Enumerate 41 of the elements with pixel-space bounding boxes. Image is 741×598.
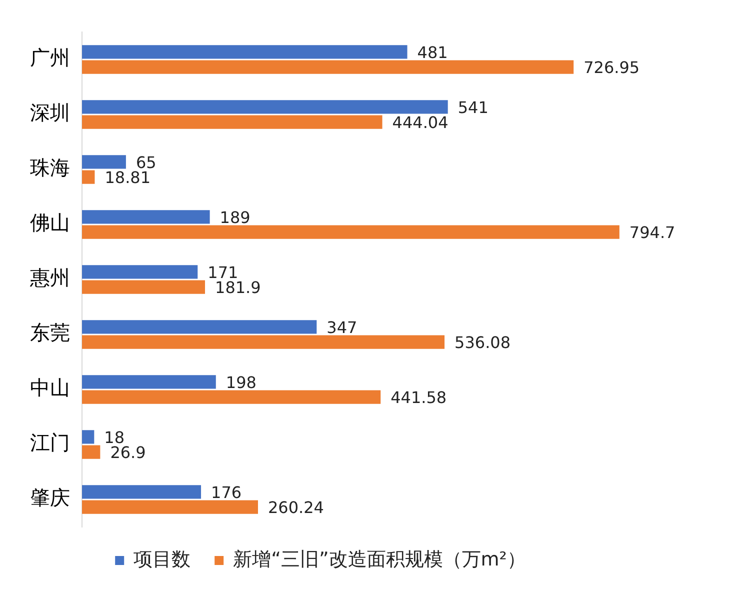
bar: [82, 445, 100, 459]
data-label: 189: [220, 208, 250, 228]
bar: [82, 280, 206, 294]
data-label: 260.24: [268, 498, 324, 518]
y-tick-label: 珠海: [30, 156, 70, 180]
data-label: 536.08: [454, 333, 511, 352]
bar: [82, 320, 317, 334]
bar: [82, 390, 381, 404]
bar: [82, 170, 95, 184]
bar: [82, 500, 258, 514]
data-label: 347: [326, 318, 358, 338]
bar: [82, 210, 210, 224]
y-tick-label: 江门: [30, 430, 70, 455]
bar: [82, 100, 448, 114]
bar: [82, 115, 382, 129]
y-tick-label: 东莞: [30, 320, 70, 345]
legend-label: 新增“三旧”改造面积规模（万m²）: [233, 548, 526, 570]
y-tick-label: 惠州: [29, 266, 70, 290]
y-tick-label: 深圳: [30, 100, 70, 125]
y-tick-label: 广州: [30, 46, 70, 70]
data-label: 726.95: [584, 58, 640, 78]
y-tick-label: 肇庆: [30, 486, 70, 510]
legend-label: 项目数: [134, 548, 191, 570]
bar: [82, 265, 198, 279]
data-label: 444.04: [392, 113, 448, 132]
y-tick-label: 中山: [30, 376, 70, 400]
bar: [82, 430, 94, 444]
data-label: 198: [226, 373, 256, 392]
bar: [82, 45, 408, 59]
data-label: 481: [417, 43, 448, 62]
data-label: 794.7: [629, 223, 676, 242]
data-label: 441.58: [390, 388, 447, 408]
bar: [82, 60, 574, 74]
bar: [82, 225, 620, 239]
bar: [82, 485, 202, 499]
bar: [82, 335, 445, 349]
y-tick-label: 佛山: [30, 210, 70, 235]
data-label: 541: [458, 98, 488, 118]
bar: [82, 155, 126, 169]
bar: [82, 375, 216, 389]
data-label: 176: [211, 483, 242, 502]
